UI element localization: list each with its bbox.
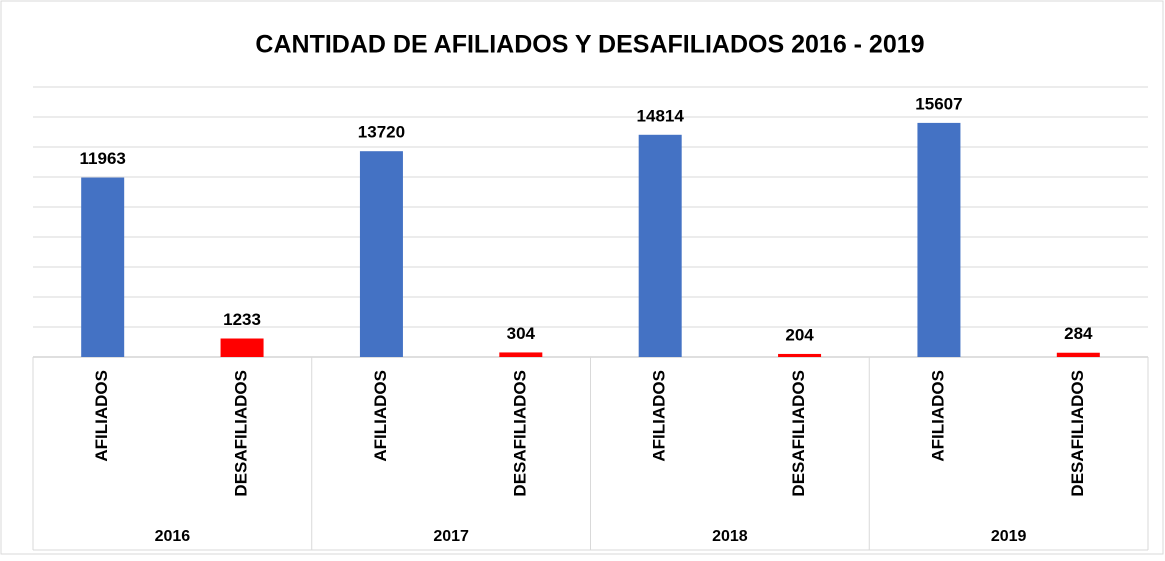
data-label: 14814 <box>637 106 685 125</box>
x-group-label: 2019 <box>991 528 1027 545</box>
bar <box>638 134 682 357</box>
bar <box>359 151 403 357</box>
x-tick-label: AFILIADOS <box>928 370 947 462</box>
x-tick-label: AFILIADOS <box>371 370 390 462</box>
bar <box>917 122 961 358</box>
data-label: 204 <box>785 325 814 344</box>
x-tick-label: DESAFILIADOS <box>789 370 808 497</box>
bar <box>81 177 125 357</box>
data-label: 15607 <box>915 94 962 113</box>
x-tick-label: AFILIADOS <box>92 370 111 462</box>
data-label: 13720 <box>358 123 405 142</box>
data-label: 284 <box>1064 324 1093 343</box>
chart-title: CANTIDAD DE AFILIADOS Y DESAFILIADOS 201… <box>255 31 924 59</box>
x-tick-label: DESAFILIADOS <box>1068 370 1087 497</box>
x-tick-label: DESAFILIADOS <box>510 370 529 497</box>
x-tick-label: AFILIADOS <box>650 370 669 462</box>
x-group-label: 2016 <box>155 528 191 545</box>
x-group-label: 2017 <box>433 528 469 545</box>
bar <box>220 338 264 357</box>
x-tick-label: DESAFILIADOS <box>232 370 251 497</box>
bar <box>499 352 543 357</box>
bar <box>1056 352 1100 357</box>
data-label: 1233 <box>223 310 261 329</box>
data-label: 304 <box>507 324 536 343</box>
x-group-label: 2018 <box>712 528 748 545</box>
bar <box>778 353 822 357</box>
data-label: 11963 <box>80 149 126 168</box>
